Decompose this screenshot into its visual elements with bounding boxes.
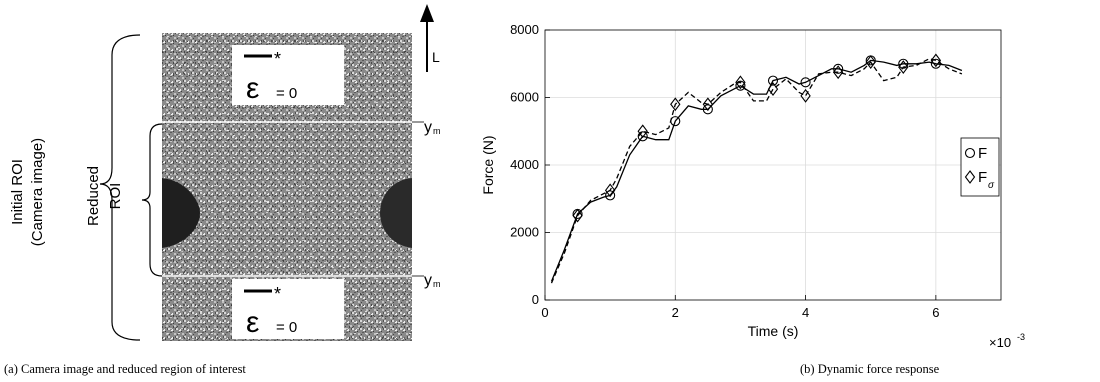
- marker-F: [930, 58, 941, 69]
- legend-label-Fsigma: F: [978, 169, 987, 186]
- x-tick-label: 2: [672, 305, 679, 320]
- legend-label-Fsigma-sub: σ: [988, 180, 995, 191]
- marker-Fsigma: [572, 208, 583, 223]
- caption-a: (a) Camera image and reduced region of i…: [4, 362, 246, 376]
- chart-legend: F F σ: [960, 137, 1000, 197]
- caption-b: (b) Dynamic force response: [800, 362, 940, 376]
- outer-bracket-line2: (Camera image): [29, 138, 46, 246]
- outer-bracket-line1: Initial ROI: [9, 159, 26, 225]
- marker-F: [670, 116, 681, 127]
- ymax-sub: max: [433, 126, 440, 136]
- marker-Fsigma: [898, 60, 909, 75]
- marker-F: [898, 58, 909, 69]
- outer-bracket: [99, 34, 141, 341]
- l-axis-arrow: L: [420, 4, 440, 72]
- legend-marker-F: [964, 147, 976, 159]
- y-tick-label: 4000: [510, 157, 539, 172]
- top-eq: = 0: [276, 85, 297, 102]
- marker-F: [702, 104, 713, 115]
- marker-F: [767, 75, 779, 86]
- marker-Fsigma: [767, 82, 779, 96]
- l-label: L: [432, 49, 440, 65]
- bottom-epsilon: ε: [246, 306, 259, 339]
- marker-Fsigma: [930, 53, 942, 68]
- inner-bracket: [141, 123, 163, 277]
- ymin-label: y: [424, 272, 432, 289]
- top-epsilon: ε: [246, 72, 259, 105]
- series-line-Fsigma: [550, 58, 963, 284]
- left-notch: [162, 178, 200, 248]
- marker-Fsigma: [832, 65, 844, 80]
- chart-series: [550, 58, 963, 284]
- ymax-label: y: [424, 119, 432, 136]
- top-strain-box: * ε = 0: [232, 45, 344, 105]
- ymin-sub: min: [433, 279, 440, 289]
- inner-bracket-line2: ROI: [107, 183, 124, 210]
- marker-Fsigma: [670, 97, 681, 112]
- right-notch: [380, 178, 412, 248]
- y-tick-label: 2000: [510, 225, 539, 240]
- legend-box: [960, 137, 1000, 197]
- legend-marker-Fsigma: [964, 170, 976, 184]
- inner-bracket-line1: Reduced: [85, 166, 102, 226]
- x-multiplier: ×10 -3: [989, 332, 1025, 350]
- panel-camera-image: * ε = 0 * ε = 0 y max y min L Initial RO…: [0, 0, 440, 382]
- chart-ticks: 0 2 4 6 0 2000 4000 6000 8000: [510, 22, 939, 320]
- x-tick-label: 6: [932, 305, 939, 320]
- chart-markers: [572, 53, 942, 223]
- x-multiplier-base: ×10: [989, 335, 1011, 350]
- x-axis-label: Time (s): [748, 323, 799, 339]
- marker-Fsigma: [637, 124, 648, 139]
- x-tick-label: 4: [802, 305, 809, 320]
- marker-F: [605, 190, 616, 201]
- marker-Fsigma: [800, 88, 811, 103]
- series-line-F: [550, 59, 963, 282]
- marker-F: [800, 77, 811, 88]
- legend-label-F: F: [978, 145, 987, 162]
- marker-F: [735, 80, 746, 91]
- y-tick-label: 0: [532, 292, 539, 307]
- force-chart: 0 2 4 6 0 2000 4000 6000 8000 Time (s) Force (N)…: [480, 22, 1025, 350]
- top-star: *: [274, 49, 281, 69]
- chart-grid: [545, 30, 1001, 300]
- bottom-eq: = 0: [276, 319, 297, 336]
- y-axis-label: Force (N): [480, 135, 496, 194]
- bottom-star: *: [274, 284, 281, 304]
- panel-force-chart: 0 2 4 6 0 2000 4000 6000 8000 Time (s) Force (N)…: [470, 0, 1100, 382]
- marker-Fsigma: [604, 183, 616, 198]
- x-tick-label: 0: [541, 305, 548, 320]
- x-multiplier-exp: -3: [1017, 332, 1025, 342]
- marker-Fsigma: [865, 55, 876, 69]
- marker-Fsigma: [735, 75, 746, 90]
- bottom-strain-box: * ε = 0: [232, 279, 344, 339]
- marker-F: [833, 63, 844, 74]
- camera-figure: * ε = 0 * ε = 0 y max y min L Initial RO…: [9, 4, 440, 341]
- y-tick-label: 8000: [510, 22, 539, 37]
- marker-Fsigma: [702, 97, 714, 112]
- marker-F: [637, 131, 648, 142]
- y-tick-label: 6000: [510, 90, 539, 105]
